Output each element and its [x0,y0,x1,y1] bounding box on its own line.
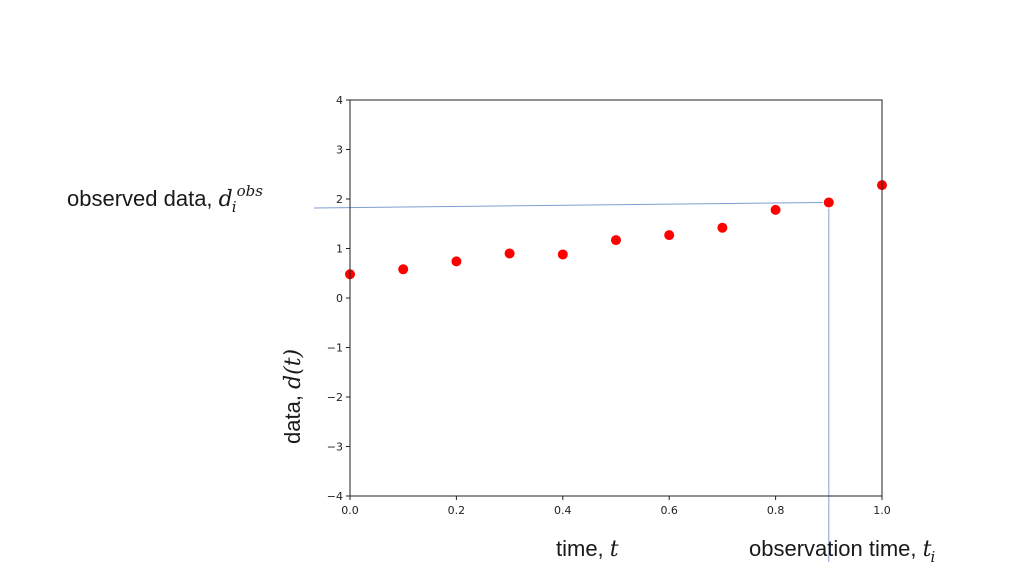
y-axis-label-text: data, [280,388,305,444]
x-axis-label-text: time, [556,536,610,561]
data-point [557,249,568,260]
data-point [398,264,409,275]
data-point [504,248,515,259]
x-tick-label: 0.8 [767,504,785,517]
observation-time-symbol: t [922,537,932,562]
observed-data-label: observed data, diobs [67,184,263,215]
data-point [770,204,781,215]
x-axis-label: time, t [556,538,619,561]
plot-frame [349,99,883,497]
data-point [611,235,621,246]
x-tick-label: 0.4 [554,504,572,517]
observation-time-label: observation time, ti [749,536,935,565]
axis-ticks: 0.0 0.2 0.4 0.6 0.8 1.0 4 3 2 1 0 −1 −2 −3 −4 [327,94,891,517]
observed-data-superscript: obs [236,182,263,200]
y-tick-label: 0 [336,292,343,305]
x-axis-label-symbol: t [609,537,619,562]
x-tick-label: 0.6 [660,504,678,517]
y-tick-label: −1 [327,342,343,355]
observed-data-leader-line [313,201,823,209]
data-point [823,197,834,208]
x-tick-label: 1.0 [873,504,891,517]
observed-data-symbol: d [218,187,233,212]
y-axis-label-symbol: d(t) [281,348,306,389]
data-point [451,256,462,267]
observation-time-label-text: observation time, [749,536,923,561]
y-tick-label: 1 [336,243,343,256]
y-tick-label: 3 [336,144,343,157]
annotation-lines [313,201,830,562]
observation-time-subscript: i [930,548,936,566]
data-point [664,230,675,241]
data-point [717,222,728,233]
y-tick-label: −2 [327,391,343,404]
y-tick-label: −3 [327,441,343,454]
observed-data-label-text: observed data, [67,186,219,211]
data-points [345,180,887,280]
observed-data-subscript: i [231,198,237,216]
y-axis-label: data, d(t) [280,348,306,444]
x-tick-label: 0.2 [448,504,466,517]
y-tick-label: 4 [336,94,343,107]
y-tick-label: −4 [327,490,343,503]
x-tick-label: 0.0 [341,504,359,517]
y-tick-label: 2 [336,193,343,206]
